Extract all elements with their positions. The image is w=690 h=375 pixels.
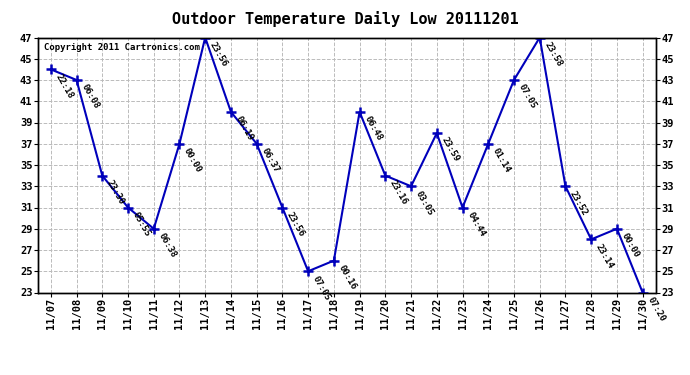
Text: 23:30: 23:30 [105,178,126,206]
Text: 23:59: 23:59 [440,136,461,164]
Text: 23:14: 23:14 [594,242,615,270]
Text: 23:52: 23:52 [569,189,589,217]
Text: 22:18: 22:18 [54,72,75,100]
Text: 23:56: 23:56 [285,210,306,238]
Text: 07:05: 07:05 [311,274,332,302]
Text: Outdoor Temperature Daily Low 20111201: Outdoor Temperature Daily Low 20111201 [172,11,518,27]
Text: 06:08: 06:08 [79,83,101,111]
Text: 00:00: 00:00 [620,231,641,259]
Text: 01:14: 01:14 [491,147,512,174]
Text: 00:16: 00:16 [337,263,358,291]
Text: 00:00: 00:00 [182,147,204,174]
Text: 03:05: 03:05 [414,189,435,217]
Text: 06:37: 06:37 [259,147,281,174]
Text: 07:05: 07:05 [517,83,538,111]
Text: 06:48: 06:48 [362,115,384,142]
Text: 06:19: 06:19 [234,115,255,142]
Text: 23:56: 23:56 [208,40,229,68]
Text: 07:20: 07:20 [645,295,667,323]
Text: 06:38: 06:38 [157,231,178,259]
Text: 23:58: 23:58 [542,40,564,68]
Text: 04:44: 04:44 [465,210,486,238]
Text: 05:55: 05:55 [131,210,152,238]
Text: 23:16: 23:16 [388,178,409,206]
Text: Copyright 2011 Cartronics.com: Copyright 2011 Cartronics.com [44,43,200,52]
